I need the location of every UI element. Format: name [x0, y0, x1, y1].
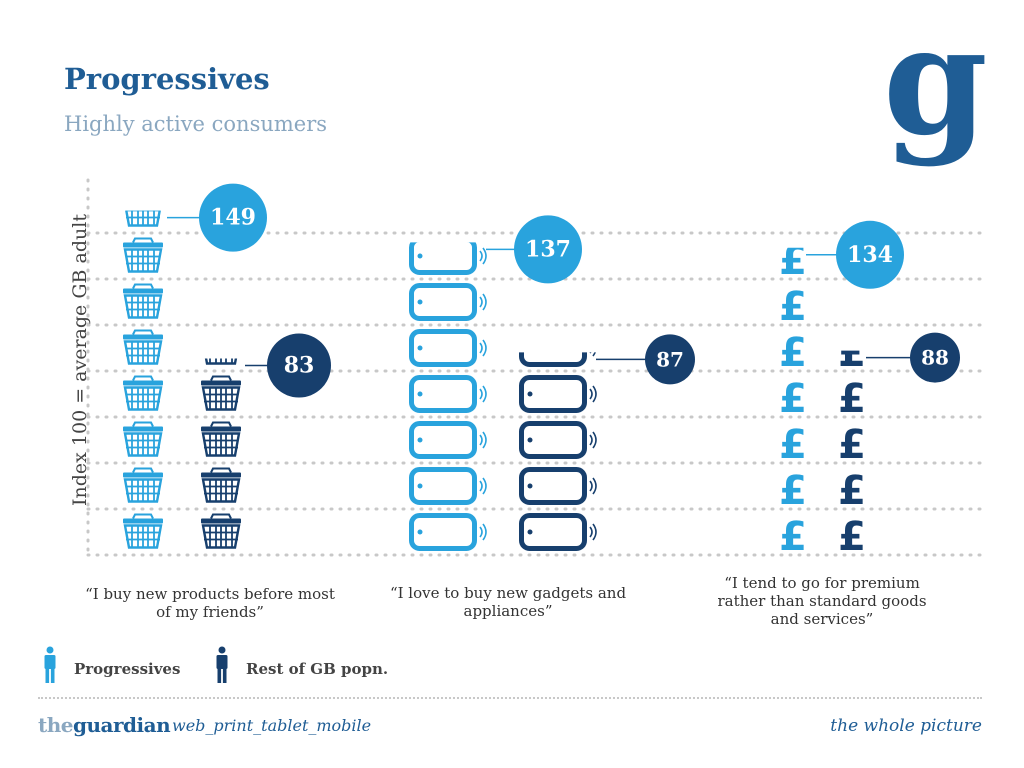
data-label: 83 — [284, 353, 315, 379]
svg-text:£: £ — [779, 284, 807, 330]
footer-divider — [38, 697, 982, 699]
wordmark-the: the — [38, 713, 74, 737]
basket-mark — [201, 375, 241, 411]
phone-mark — [519, 375, 597, 413]
value-bubble — [910, 332, 960, 383]
basket-mark — [201, 421, 241, 457]
phone-mark — [519, 467, 597, 505]
phone-mark — [519, 513, 597, 551]
pound-mark: £ — [779, 422, 807, 468]
phone-mark — [409, 467, 487, 505]
basket-partial-mark — [125, 210, 161, 227]
data-label: 137 — [525, 236, 571, 262]
svg-text:£: £ — [779, 468, 807, 514]
pound-mark: £ — [779, 514, 807, 560]
svg-text:£: £ — [779, 514, 807, 560]
svg-text:£: £ — [838, 468, 866, 514]
pound-partial-mark: £ — [779, 238, 807, 284]
data-label: 149 — [210, 205, 256, 231]
basket-mark — [201, 467, 241, 503]
phone-mark — [409, 329, 487, 367]
svg-text:£: £ — [838, 376, 866, 422]
pound-mark: £ — [779, 284, 807, 330]
value-bubble — [199, 183, 267, 252]
basket-mark — [123, 283, 163, 319]
caption-category-3: “I tend to go for premium rather than st… — [717, 574, 927, 628]
svg-text:£: £ — [779, 376, 807, 422]
wordmark-guardian: guardian — [73, 713, 171, 737]
chart-title: Progressives — [64, 62, 270, 96]
phone-partial-mark — [409, 242, 487, 275]
data-label: 134 — [847, 242, 893, 268]
pound-mark: £ — [779, 468, 807, 514]
svg-text:£: £ — [838, 330, 866, 376]
basket-mark — [123, 329, 163, 365]
pound-mark: £ — [838, 376, 866, 422]
phone-mark — [409, 513, 487, 551]
basket-partial-mark — [204, 358, 238, 365]
legend-progressives: Progressives — [74, 660, 181, 678]
basket-mark — [123, 237, 163, 273]
caption-category-1: “I buy new products before most of my fr… — [85, 585, 335, 621]
caption-category-2: “I love to buy new gadgets and appliance… — [389, 584, 627, 620]
basket-mark — [123, 513, 163, 549]
footer-slogan: the whole picture — [830, 716, 982, 736]
svg-text:£: £ — [779, 422, 807, 468]
phone-mark — [519, 421, 597, 459]
value-bubble — [645, 334, 695, 385]
pound-mark: £ — [779, 376, 807, 422]
phone-mark — [409, 421, 487, 459]
basket-mark — [201, 513, 241, 549]
person-icon-rest — [216, 646, 228, 683]
value-bubble — [514, 215, 582, 284]
phone-mark — [409, 375, 487, 413]
guardian-wordmark: theguardian — [38, 713, 171, 737]
data-label: 87 — [656, 347, 684, 371]
basket-mark — [123, 467, 163, 503]
phone-partial-mark — [519, 352, 596, 367]
pound-mark: £ — [838, 422, 866, 468]
svg-text:£: £ — [838, 514, 866, 560]
pound-partial-mark: £ — [838, 330, 866, 376]
legend-rest: Rest of GB popn. — [246, 660, 389, 678]
chart-subtitle: Highly active consumers — [64, 112, 328, 136]
person-icon-progressives — [44, 646, 56, 683]
value-bubble — [836, 220, 904, 289]
value-bubble — [267, 333, 331, 398]
phone-mark — [409, 283, 487, 321]
svg-text:£: £ — [779, 238, 807, 284]
footer-tagline: web_print_tablet_mobile — [172, 716, 372, 735]
basket-mark — [123, 421, 163, 457]
pound-mark: £ — [779, 330, 807, 376]
pound-mark: £ — [838, 514, 866, 560]
pound-mark: £ — [838, 468, 866, 514]
data-label: 88 — [921, 346, 949, 370]
svg-text:£: £ — [838, 422, 866, 468]
basket-mark — [123, 375, 163, 411]
svg-text:£: £ — [779, 330, 807, 376]
guardian-g-logo: g — [883, 0, 988, 169]
